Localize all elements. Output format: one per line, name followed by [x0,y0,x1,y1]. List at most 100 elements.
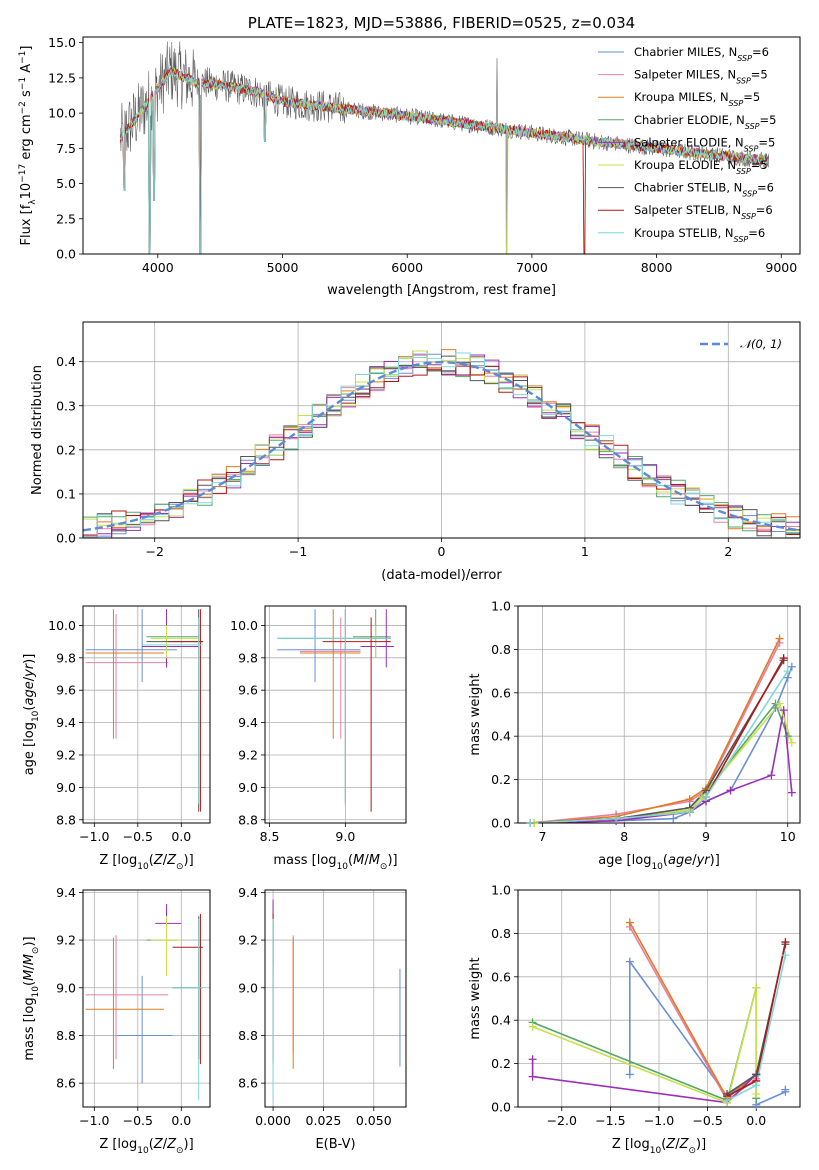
x-tick-label: 6000 [391,260,423,275]
x-axis-label: Z [log10(Z/Z⊙)] [99,1137,193,1156]
y-tick-label: 9.4 [56,885,76,900]
y-tick-label: 0.2 [491,1056,511,1071]
panel-weight_vs_z: −2.0 −1.5 −1.0 −0.5 0.0 0.0 0.2 0.4 0.6 0.8 1.0 Z [… [468,883,801,1156]
x-axis-label: E(B-V) [315,1137,355,1152]
marker-kroupa_miles [775,634,784,643]
y-tick-label: 12.5 [48,70,76,85]
y-tick-label: 0.8 [491,926,511,941]
y-axis-label: mass [log10(M/M⊙)] [22,936,41,1060]
panel-age_vs_z: −1.0 −0.5 0.0 8.8 9.0 9.2 9.4 9.6 9.8 10.0 Z [log1… [22,605,211,872]
marker-kroupa_stelib [723,1096,732,1105]
marker-salpeter_stelib [779,654,788,663]
marker-chabrier_miles [669,814,678,823]
x-tick-label: 8.5 [260,829,280,844]
marker-kroupa_stelib [783,667,792,676]
x-tick-label: 2 [724,544,732,559]
x-tick-label: −1 [289,544,307,559]
y-tick-label: 9.2 [238,933,258,948]
histogram-salpeter_stelib [83,365,800,538]
y-tick-label: 0.2 [56,442,76,457]
chart-title: PLATE=1823, MJD=53886, FIBERID=0525, z=0… [248,14,635,32]
x-tick-label: 0.0 [171,1113,191,1128]
y-tick-label: 2.5 [56,211,76,226]
weight-line-chabrier_elodie [532,987,757,1102]
x-axis-label: mass [log10(M/M⊙)] [273,853,397,872]
marker-kroupa_elodie [752,1089,761,1098]
y-tick-label: 7.5 [56,141,76,156]
y-tick-label: 8.6 [56,1076,76,1091]
panel-residuals: −2 −1 0 1 2 0.0 0.1 0.2 0.3 0.4 (data-model)/error… [30,321,801,583]
plot-area-spectrum [120,41,770,254]
y-tick-label: 5.0 [56,176,76,191]
y-tick-label: 9.2 [56,933,76,948]
plot-area-age_vs_mass [277,609,394,812]
y-tick-label: 9.8 [56,650,76,665]
panel-age_vs_mass: 8.5 9.0 8.8 9.0 9.2 9.4 9.6 9.8 10.0 mass [log10(… [230,605,407,872]
axes-frame [264,605,407,824]
axes-frame [264,889,407,1108]
y-tick-label: 0.0 [491,816,511,831]
x-tick-label: 0.0 [746,1113,766,1128]
weight-line-salpeter_miles [629,926,757,1102]
x-axis-label: wavelength [Angstrom, rest frame] [327,283,556,298]
x-tick-label: 9 [702,829,710,844]
legend-entry: Salpeter MILES, NSSP=5 [634,68,768,86]
y-axis-label: mass weight [468,957,483,1039]
marker-chabrier_miles [787,662,796,671]
y-tick-label: 8.8 [56,812,76,827]
y-tick-label: 9.0 [56,980,76,995]
marker-chabrier_miles [625,957,634,966]
plot-area-residuals [83,349,800,538]
y-tick-label: 10.0 [48,618,76,633]
marker-kroupa_elodie [787,738,796,747]
legend-entry: Salpeter ELODIE, NSSP=5 [634,135,775,153]
y-tick-label: 0.4 [491,1013,511,1028]
y-tick-label: 0.4 [491,729,511,744]
marker-salpeter_elodie [528,1072,537,1081]
y-tick-label: 8.8 [238,1028,258,1043]
plot-area-age_vs_z [85,609,204,812]
y-tick-label: 8.6 [238,1076,258,1091]
y-tick-label: 9.4 [56,715,76,730]
y-tick-label: 0.2 [491,772,511,787]
x-tick-label: 7 [539,829,547,844]
y-tick-label: 0.8 [491,642,511,657]
y-tick-label: 0.3 [56,398,76,413]
y-tick-label: 9.0 [56,780,76,795]
y-tick-label: 10.0 [48,106,76,121]
legend-entry: 𝒩(0, 1) [740,337,782,351]
x-tick-label: 5000 [267,260,299,275]
x-axis-label: (data-model)/error [381,568,502,583]
y-tick-label: 9.0 [238,980,258,995]
plot-area-mass_vs_z [85,904,204,1100]
x-tick-label: −1.5 [595,1113,625,1128]
y-axis-label: Flux [fλ10−17 erg cm−2 s−1 A−1] [18,46,38,246]
y-axis-label: age [log10(age/yr)] [22,654,41,776]
y-tick-label: 0.6 [491,969,511,984]
legend-entry: Kroupa MILES, NSSP=5 [634,90,760,108]
y-tick-label: 1.0 [491,599,511,614]
x-tick-label: 0.050 [356,1113,392,1128]
x-axis-label: Z [log10(Z/Z⊙)] [99,853,193,872]
x-tick-label: 0.000 [255,1113,291,1128]
weight-line-salpeter_elodie [534,710,793,823]
axes-frame [82,605,211,824]
x-axis-label: Z [log10(Z/Z⊙)] [612,1137,706,1156]
spectrum-line-kroupa_stelib [120,69,769,254]
y-tick-label: 9.4 [238,715,258,730]
axes-frame [517,889,801,1108]
x-tick-label: 9.0 [335,829,355,844]
y-tick-label: 0.0 [56,247,76,262]
marker-chabrier_elodie [783,732,792,741]
marker-kroupa_miles [685,795,694,804]
grid-mass_vs_ebv [265,890,406,1107]
y-tick-label: 0.0 [56,531,76,546]
x-tick-label: 9000 [765,260,797,275]
panel-mass_vs_ebv: 0.000 0.025 0.050 8.6 8.8 9.0 9.2 9.4 E(B-V) [238,885,407,1152]
y-tick-label: 0.0 [491,1100,511,1115]
grid-mass_vs_z [83,890,210,1107]
legend-entry: Salpeter STELIB, NSSP=6 [634,203,773,221]
weight-line-chabrier_miles [534,666,793,823]
y-tick-label: 1.0 [491,883,511,898]
